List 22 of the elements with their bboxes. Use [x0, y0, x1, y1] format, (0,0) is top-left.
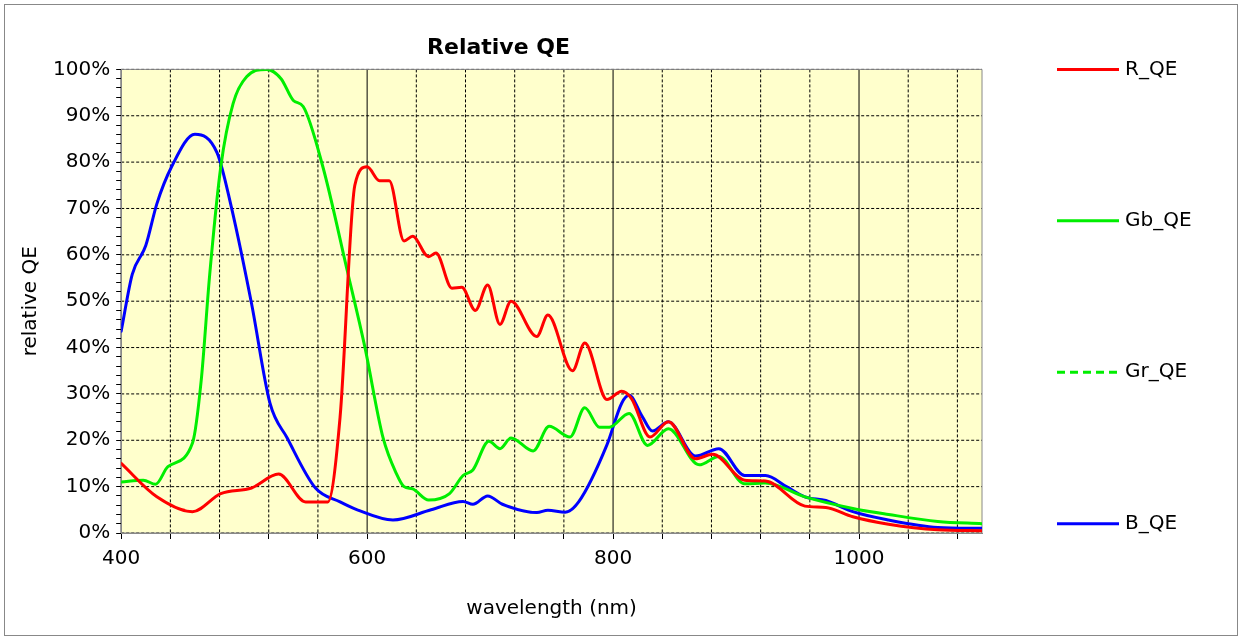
chart-title: Relative QE [427, 33, 570, 59]
x-tick-label: 400 [102, 545, 141, 570]
y-tick-label: 100% [52, 55, 111, 80]
y-tick-label: 20% [65, 426, 111, 451]
legend-label: Gr_QE [1125, 358, 1188, 383]
y-tick-label: 90% [65, 101, 111, 126]
y-tick-label: 70% [65, 194, 111, 219]
x-tick-label: 600 [348, 545, 387, 570]
x-axis-title: wavelength (nm) [466, 595, 637, 620]
legend-label: B_QE [1125, 509, 1178, 534]
y-tick-label: 80% [65, 148, 111, 173]
legend-label: R_QE [1125, 55, 1178, 80]
y-tick-label: 40% [65, 333, 111, 358]
y-tick-label: 50% [65, 287, 111, 312]
y-tick-label: 30% [65, 380, 111, 405]
legend-label: Gb_QE [1125, 207, 1192, 232]
y-tick-label: 0% [78, 519, 111, 544]
y-axis-title: relative QE [17, 246, 42, 357]
y-tick-label: 60% [65, 241, 111, 266]
x-tick-label: 1000 [833, 545, 885, 570]
x-tick-label: 800 [593, 545, 633, 570]
y-tick-label: 10% [65, 472, 111, 497]
